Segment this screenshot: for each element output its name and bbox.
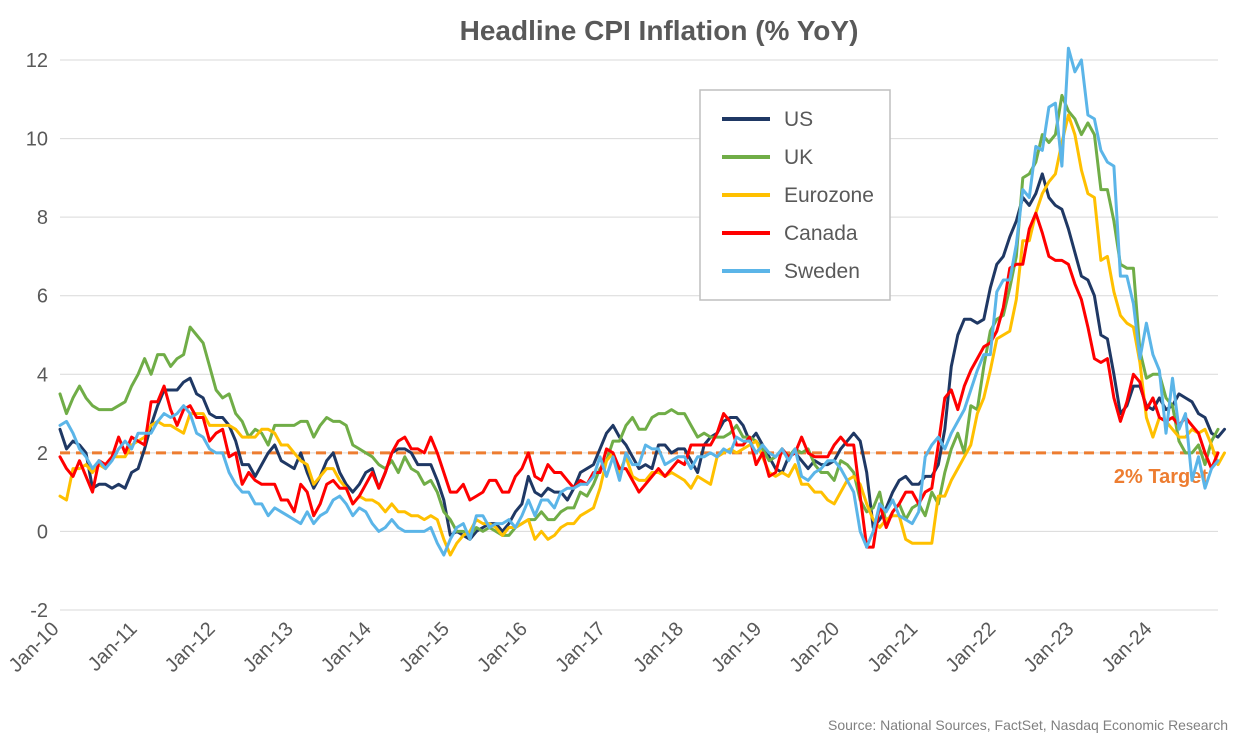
chart-title: Headline CPI Inflation (% YoY) bbox=[460, 15, 859, 46]
y-tick-label: 8 bbox=[37, 207, 48, 229]
legend-label: Canada bbox=[784, 222, 858, 245]
source-note: Source: National Sources, FactSet, Nasda… bbox=[828, 717, 1228, 733]
legend: US UK Eurozone Canada Sweden bbox=[700, 90, 890, 300]
y-tick-label: 4 bbox=[37, 364, 48, 386]
y-tick-label: -2 bbox=[30, 600, 48, 622]
y-tick-label: 12 bbox=[26, 50, 48, 72]
legend-label: UK bbox=[784, 146, 813, 169]
y-tick-label: 0 bbox=[37, 521, 48, 543]
y-tick-label: 2 bbox=[37, 443, 48, 465]
cpi-chart-svg: Headline CPI Inflation (% YoY) -2 0 2 4 6 8 10 1… bbox=[0, 0, 1238, 742]
y-tick-label: 6 bbox=[37, 286, 48, 308]
y-tick-label: 10 bbox=[26, 129, 48, 151]
legend-label: Sweden bbox=[784, 260, 860, 283]
legend-label: US bbox=[784, 108, 813, 131]
legend-label: Eurozone bbox=[784, 184, 874, 207]
cpi-inflation-chart: Headline CPI Inflation (% YoY) -2 0 2 4 6 8 10 1… bbox=[0, 0, 1238, 742]
